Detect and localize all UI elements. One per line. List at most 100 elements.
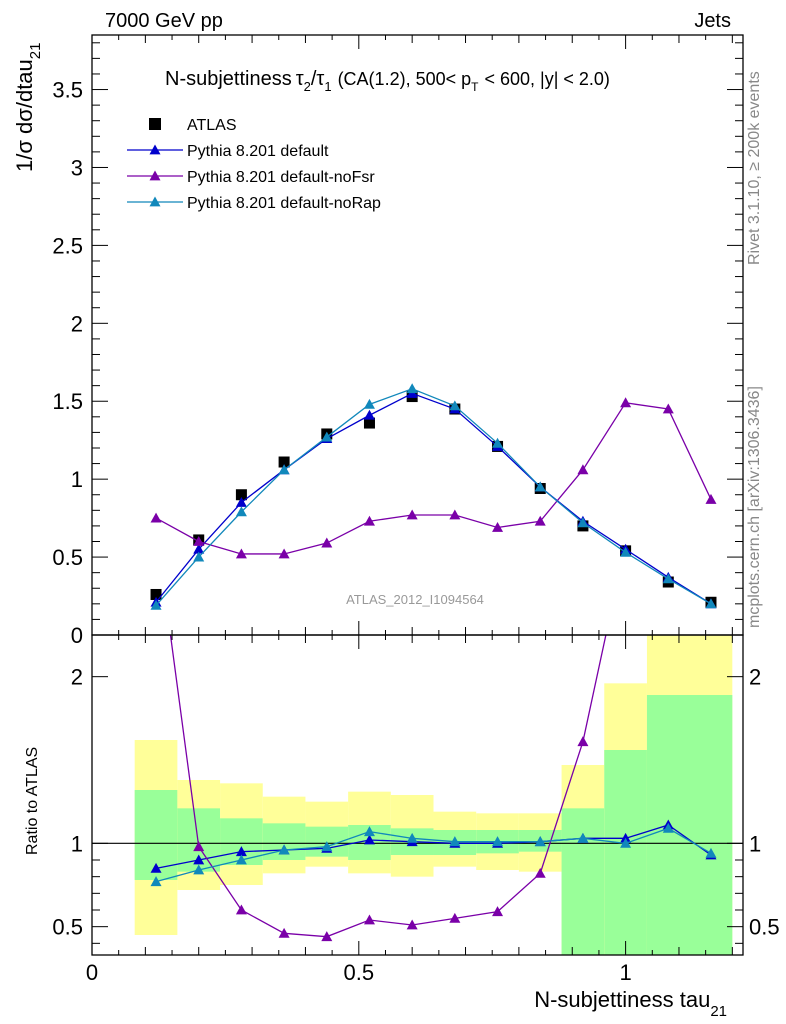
main-series-marker [193, 551, 205, 562]
legend-entry-label: Pythia 8.201 default-noRap [187, 195, 381, 212]
main-y-tick-label: 3 [71, 155, 83, 180]
plot-title-cut-subscript: T [471, 80, 479, 94]
main-series-marker [235, 548, 247, 559]
ratio-y-axis-title: Ratio to ATLAS [24, 747, 41, 855]
plot-frames [91, 34, 744, 956]
ratio-uncertainty-bands [92, 635, 743, 955]
mcplots-reference-label: mcplots.cern.ch [arXiv:1306.3436] [746, 386, 763, 628]
main-series-marker [150, 599, 162, 610]
ratio-series-marker [363, 834, 375, 845]
ratio-y-tick-label-right: 2 [749, 665, 761, 690]
main-series-marker [620, 546, 632, 557]
legend-marker-triangle [149, 196, 161, 207]
ratio-series-marker [193, 854, 205, 865]
x-axis-title-subscript: 21 [710, 1003, 727, 1020]
ratio-series-marker [705, 321, 716, 331]
plot-title-tau1: τ [316, 68, 324, 90]
ratio-series-marker [662, 822, 674, 833]
axis-ticks [91, 35, 743, 955]
atlas-data-point [235, 489, 247, 501]
plot-title-cut-b: < 600, |y| < 2.0) [484, 69, 609, 89]
main-series-marker [363, 515, 375, 526]
legend-marker-square [149, 118, 161, 130]
ratio-series-marker [235, 904, 247, 915]
legend-marker-triangle [149, 144, 161, 155]
stat-uncertainty-band [646, 695, 733, 955]
main-series-marker [193, 535, 205, 546]
legend: ATLAS Pythia 8.201 default Pythia 8.201 de… [127, 117, 381, 212]
ratio-series-marker [620, 832, 632, 843]
main-series-line [155, 388, 712, 606]
atlas-data-point [278, 456, 290, 468]
ratio-series-marker [150, 876, 162, 887]
main-series-marker [235, 497, 247, 507]
ratio-y-tick-label-right: 0.5 [749, 915, 780, 940]
ratio-series-marker [406, 919, 418, 930]
x-tick-label: 0.5 [344, 960, 375, 985]
ratio-series-marker [449, 836, 461, 847]
plot-title-tau1-subscript: 1 [324, 79, 331, 94]
legend-entry-label: ATLAS [187, 117, 237, 134]
axis-tick-labels: 0.511.522.533.500.5 0.51 12 20 0.5 1 [52, 78, 779, 985]
ratio-series-marker [278, 927, 290, 938]
main-series-marker [662, 573, 674, 584]
ratio-series-marker [620, 837, 632, 848]
main-y-tick-label-zero: 0 [71, 623, 83, 648]
legend-entry-label: Pythia 8.201 default-noFsr [187, 169, 375, 186]
main-series-marker [278, 548, 290, 559]
main-series-marker [193, 543, 205, 554]
main-y-axis-title-text: 1/σ dσ/dtau [12, 59, 37, 172]
main-y-tick-label: 0.5 [52, 545, 83, 570]
main-series-marker [406, 383, 418, 394]
ratio-series-marker [534, 867, 546, 878]
main-series-marker [363, 398, 375, 409]
main-y-axis-title-subscript: 21 [27, 43, 44, 60]
ratio-series-marker [150, 862, 162, 873]
main-y-tick-label: 1 [71, 467, 83, 492]
plot-title-tau2: τ [296, 68, 304, 90]
ratio-y-tick-label-right: 1 [749, 831, 761, 856]
main-y-tick-label: 1.5 [52, 389, 83, 414]
main-series-marker [449, 509, 461, 520]
main-series-marker [577, 464, 589, 475]
ratio-series-marker [235, 846, 247, 857]
main-series-marker [705, 598, 717, 609]
main-series-marker [620, 397, 632, 408]
ratio-series-marker [193, 864, 205, 875]
ratio-series-marker [449, 912, 461, 923]
plot-title-tau2-subscript: 2 [304, 79, 311, 94]
main-series-marker [534, 481, 546, 492]
atlas-data-point [150, 588, 162, 600]
main-y-axis-title: 1/σ dσ/dtau21 [12, 43, 44, 172]
plot-title: N-subjettiness τ2/τ1 (CA(1.2), 500< pT < 60… [165, 68, 610, 94]
ratio-series-marker [534, 836, 546, 847]
plot-title-slash: / [311, 68, 317, 90]
main-series-marker [406, 509, 418, 520]
x-axis-title: N-subjettiness tau21 [534, 987, 727, 1020]
main-series-marker [321, 431, 333, 442]
main-series-marker [363, 409, 375, 420]
ratio-series-marker [363, 826, 375, 837]
main-series-marker [577, 517, 589, 528]
stat-uncertainty-band [561, 808, 605, 955]
main-series-marker [449, 400, 461, 411]
ratio-series-marker [193, 841, 205, 852]
main-y-tick-label: 2.5 [52, 233, 83, 258]
main-series-marker [534, 515, 546, 526]
ratio-series-line [155, 827, 712, 883]
main-series-marker [278, 464, 290, 475]
process-label: Jets [694, 10, 731, 32]
legend-entry-label: Pythia 8.201 default [187, 143, 329, 160]
stat-uncertainty-band [262, 823, 306, 860]
ratio-y-tick-label-left: 2 [71, 665, 83, 690]
ratio-series-marker [235, 854, 247, 865]
main-y-tick-label: 3.5 [52, 78, 83, 103]
plot-title-main: N-subjettiness [165, 68, 292, 90]
ratio-series-marker [321, 931, 333, 942]
ratio-series-marker [151, 521, 162, 531]
main-series-line [155, 392, 712, 605]
rivet-version-label: Rivet 3.1.10, ≥ 200k events [746, 71, 763, 265]
main-series-marker [321, 537, 333, 548]
main-series-marker [150, 512, 162, 523]
main-series-marker [235, 506, 247, 517]
